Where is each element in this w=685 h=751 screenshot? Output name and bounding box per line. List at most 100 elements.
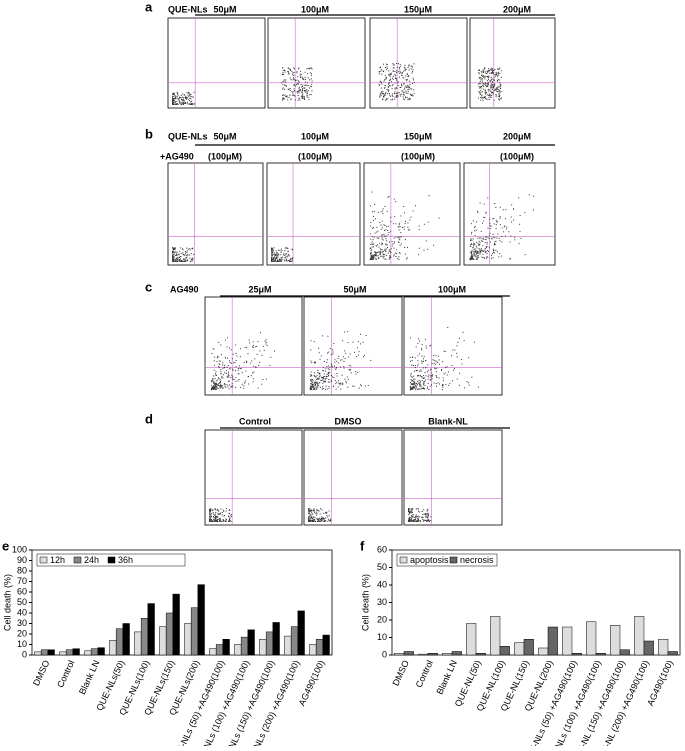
dot xyxy=(341,383,342,384)
dot xyxy=(439,218,440,219)
dot xyxy=(308,90,309,91)
dot xyxy=(252,346,253,347)
dot xyxy=(415,367,416,368)
dot xyxy=(478,98,479,99)
dot xyxy=(481,71,482,72)
dot xyxy=(298,92,299,93)
dot xyxy=(379,222,380,223)
dot xyxy=(309,68,310,69)
dot xyxy=(409,508,410,509)
dot xyxy=(311,86,312,87)
dot xyxy=(408,510,409,511)
dot xyxy=(280,254,281,255)
dot xyxy=(395,97,396,98)
dot xyxy=(328,368,329,369)
dot xyxy=(419,384,420,385)
dot xyxy=(445,384,446,385)
dot xyxy=(185,102,186,103)
bar xyxy=(428,653,438,655)
dot xyxy=(322,370,323,371)
dot xyxy=(412,67,413,68)
dot xyxy=(211,380,212,381)
dot xyxy=(433,245,434,246)
dot xyxy=(374,251,375,252)
dot xyxy=(285,257,286,258)
dot xyxy=(180,97,181,98)
dot xyxy=(442,384,443,385)
bar xyxy=(110,640,117,655)
dot xyxy=(215,385,216,386)
dot xyxy=(340,366,341,367)
dot xyxy=(394,93,395,94)
dot xyxy=(266,339,267,340)
y-tick-label: 50 xyxy=(377,562,387,572)
dot xyxy=(245,347,246,348)
dot xyxy=(324,381,325,382)
dot xyxy=(315,389,316,390)
dot xyxy=(405,91,406,92)
dot xyxy=(182,261,183,262)
dot xyxy=(284,89,285,90)
dot xyxy=(411,384,412,385)
dot xyxy=(436,368,437,369)
dot xyxy=(281,82,282,83)
dot xyxy=(302,90,303,91)
dot xyxy=(382,221,383,222)
dot xyxy=(410,98,411,99)
dot xyxy=(295,80,296,81)
dot xyxy=(412,83,413,84)
dot xyxy=(314,511,315,512)
dot xyxy=(398,256,399,257)
dot xyxy=(473,245,474,246)
dot xyxy=(411,512,412,513)
dot xyxy=(490,91,491,92)
dot xyxy=(219,518,220,519)
dot xyxy=(282,259,283,260)
dot xyxy=(248,376,249,377)
dot xyxy=(387,98,388,99)
dot xyxy=(259,350,260,351)
dot xyxy=(217,521,218,522)
dot xyxy=(287,251,288,252)
dot xyxy=(229,384,230,385)
dot xyxy=(274,351,275,352)
dot xyxy=(395,201,396,202)
dot xyxy=(265,344,266,345)
dot xyxy=(371,252,372,253)
dot xyxy=(386,69,387,70)
dot xyxy=(174,93,175,94)
dot xyxy=(214,370,215,371)
dot xyxy=(486,236,487,237)
dot xyxy=(222,515,223,516)
dot xyxy=(286,259,287,260)
y-tick-label: 40 xyxy=(377,579,387,589)
dot xyxy=(500,86,501,87)
dot xyxy=(494,203,495,204)
dot xyxy=(172,96,173,97)
dot xyxy=(290,70,291,71)
dot xyxy=(238,370,239,371)
dot xyxy=(405,254,406,255)
dot xyxy=(483,254,484,255)
dot xyxy=(217,517,218,518)
dot xyxy=(466,381,467,382)
dot xyxy=(242,384,243,385)
dot xyxy=(410,386,411,387)
dot xyxy=(427,521,428,522)
dot xyxy=(311,375,312,376)
dot xyxy=(182,248,183,249)
dot xyxy=(484,67,485,68)
dot xyxy=(411,365,412,366)
dot xyxy=(215,386,216,387)
dot xyxy=(417,381,418,382)
dot xyxy=(285,85,286,86)
dot xyxy=(326,378,327,379)
dot xyxy=(299,82,300,83)
dot xyxy=(282,100,283,101)
dot xyxy=(376,245,377,246)
dot xyxy=(290,261,291,262)
dot xyxy=(498,79,499,80)
dot xyxy=(187,92,188,93)
dot xyxy=(333,352,334,353)
dot xyxy=(360,343,361,344)
